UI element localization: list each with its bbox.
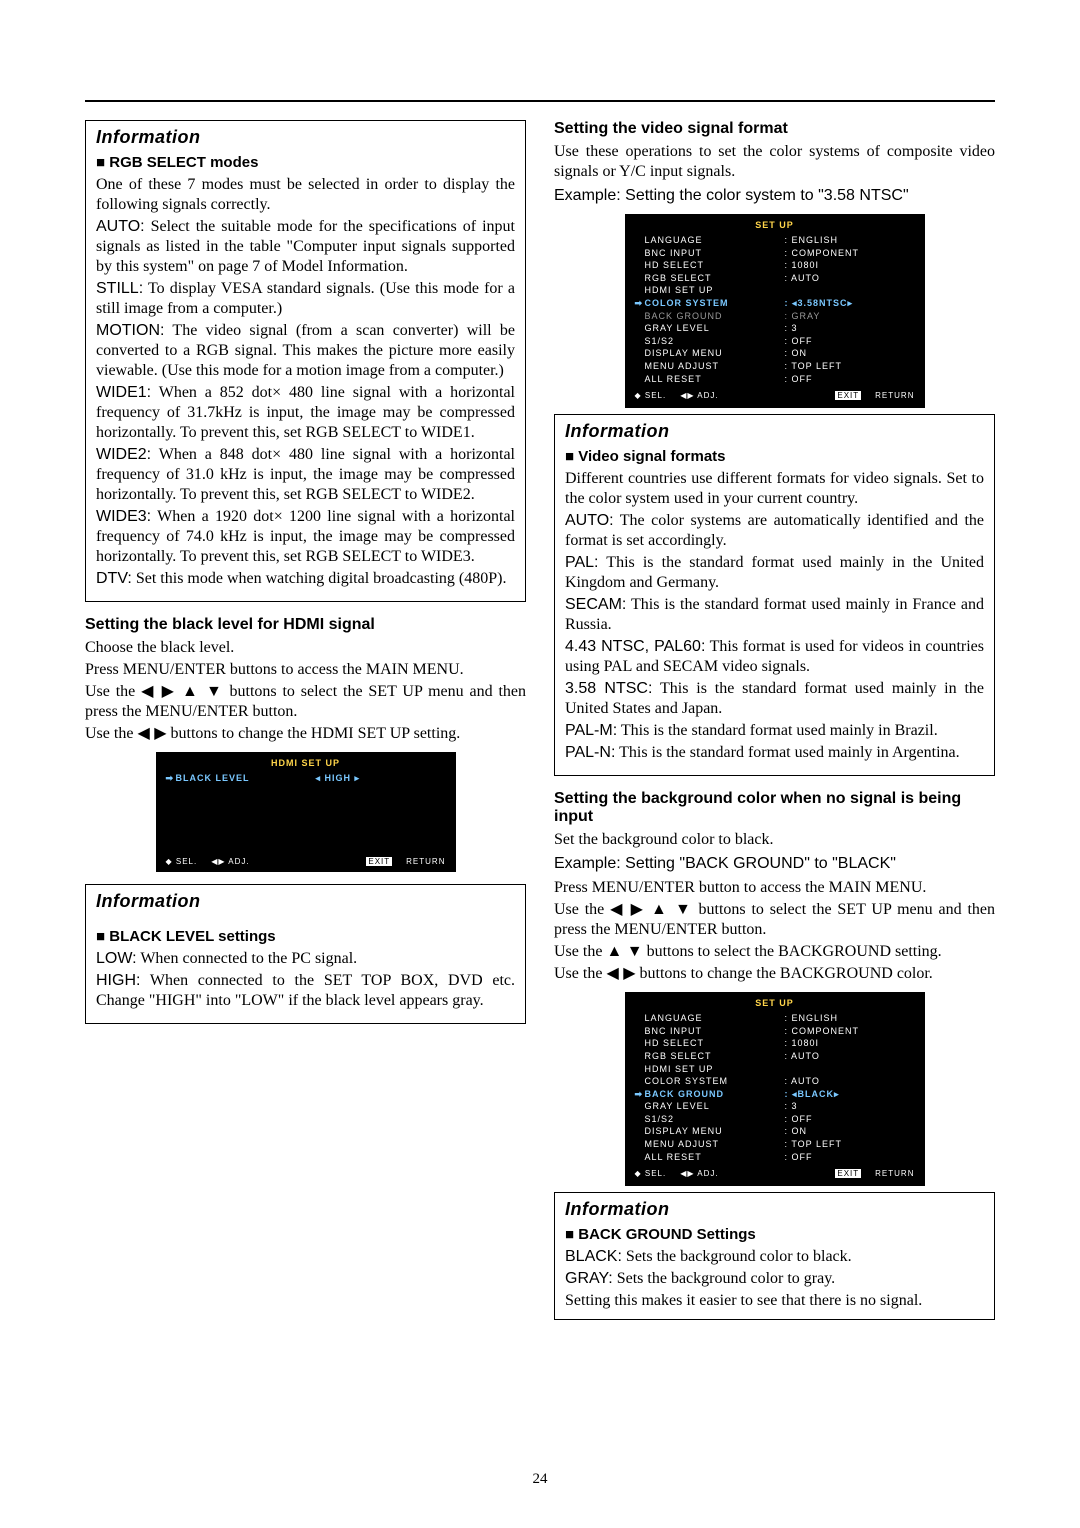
osd-setup-color-system: SET UPLANGUAGE: ENGLISHBNC INPUT: COMPON… [625, 214, 925, 408]
info-box-rgb-select: Information RGB SELECT modes One of thes… [85, 120, 526, 602]
subhead-black-level: BLACK LEVEL settings [96, 928, 515, 945]
body-text: STILL: To display VESA standard signals.… [96, 279, 515, 319]
body-text: Use the ◀ ▶ buttons to change the BACKGR… [554, 964, 995, 984]
body-text: DTV: Set this mode when watching digital… [96, 569, 515, 589]
left-column: Information RGB SELECT modes One of thes… [85, 120, 526, 1334]
body-text: WIDE2: When a 848 dot× 480 line signal w… [96, 445, 515, 505]
right-column: Setting the video signal format Use thes… [554, 120, 995, 1334]
info-box-video-formats: Information Video signal formats Differe… [554, 414, 995, 776]
body-text: WIDE3: When a 1920 dot× 1200 line signal… [96, 507, 515, 567]
body-text: PAL: This is the standard format used ma… [565, 553, 984, 593]
body-text: 4.43 NTSC, PAL60: This format is used fo… [565, 637, 984, 677]
body-text: Use the ◀ ▶ ▲ ▼ buttons to select the SE… [554, 900, 995, 940]
body-text: One of these 7 modes must be selected in… [96, 175, 515, 215]
subhead-video-formats: Video signal formats [565, 448, 984, 465]
two-column-layout: Information RGB SELECT modes One of thes… [85, 120, 995, 1334]
body-text: Example: Setting the color system to "3.… [554, 186, 995, 206]
body-text: Different countries use different format… [565, 469, 984, 509]
info-title: Information [96, 127, 515, 148]
info-title: Information [565, 1199, 984, 1220]
body-text: Set the background color to black. [554, 830, 995, 850]
body-text: BLACK: Sets the background color to blac… [565, 1247, 984, 1267]
info-box-black-level: Information BLACK LEVEL settings LOW: Wh… [85, 884, 526, 1024]
body-text: GRAY: Sets the background color to gray. [565, 1269, 984, 1289]
body-text: WIDE1: When a 852 dot× 480 line signal w… [96, 383, 515, 443]
body-text: LOW: When connected to the PC signal. [96, 949, 515, 969]
body-text: 3.58 NTSC: This is the standard format u… [565, 679, 984, 719]
section-head-black-level: Setting the black level for HDMI signal [85, 616, 526, 634]
body-text: Example: Setting "BACK GROUND" to "BLACK… [554, 854, 995, 874]
body-text: Use the ◀ ▶ ▲ ▼ buttons to select the SE… [85, 682, 526, 722]
body-text: Choose the black level. [85, 638, 526, 658]
body-text: Use the ▲ ▼ buttons to select the BACKGR… [554, 942, 995, 962]
body-text: SECAM: This is the standard format used … [565, 595, 984, 635]
section-head-video-format: Setting the video signal format [554, 120, 995, 138]
osd-footer: ◆ SEL. ◀▶ ADJ. EXITRETURN [166, 857, 446, 866]
body-text: MOTION: The video signal (from a scan co… [96, 321, 515, 381]
body-text: Press MENU/ENTER button to access the MA… [554, 878, 995, 898]
body-text: AUTO: The color systems are automaticall… [565, 511, 984, 551]
osd-title: HDMI SET UP [166, 758, 446, 768]
osd-row: ➡ BLACK LEVEL ◂ HIGH ▸ [166, 772, 446, 785]
subhead-rgb-select: RGB SELECT modes [96, 154, 515, 171]
subhead-background: BACK GROUND Settings [565, 1226, 984, 1243]
info-box-background: Information BACK GROUND Settings BLACK: … [554, 1192, 995, 1320]
body-text: PAL-N: This is the standard format used … [565, 743, 984, 763]
body-text: Setting this makes it easier to see that… [565, 1291, 984, 1311]
section-head-background: Setting the background color when no sig… [554, 790, 995, 826]
body-text: PAL-M: This is the standard format used … [565, 721, 984, 741]
body-text: AUTO: Select the suitable mode for the s… [96, 217, 515, 277]
info-title: Information [565, 421, 984, 442]
info-title: Information [96, 891, 515, 912]
body-text: Use the ◀ ▶ buttons to change the HDMI S… [85, 724, 526, 744]
body-text: Press MENU/ENTER buttons to access the M… [85, 660, 526, 680]
top-rule [85, 100, 995, 102]
osd-setup-background: SET UPLANGUAGE: ENGLISHBNC INPUT: COMPON… [625, 992, 925, 1186]
osd-hdmi-setup: HDMI SET UP ➡ BLACK LEVEL ◂ HIGH ▸ ◆ SEL… [156, 752, 456, 872]
body-text: Use these operations to set the color sy… [554, 142, 995, 182]
page-number: 24 [0, 1471, 1080, 1488]
body-text: HIGH: When connected to the SET TOP BOX,… [96, 971, 515, 1011]
